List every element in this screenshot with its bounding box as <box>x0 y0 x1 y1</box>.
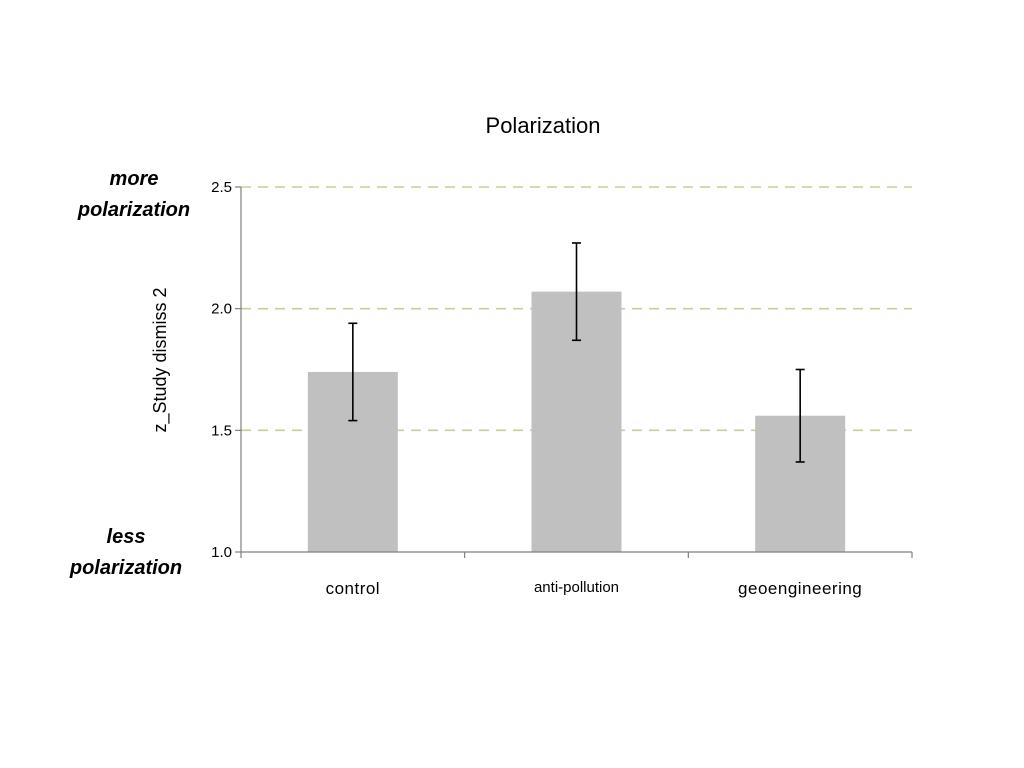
error-bar-control <box>348 322 358 422</box>
chart-title: Polarization <box>486 113 601 138</box>
annotation-more: more <box>110 168 159 190</box>
labels-layer: 1.0 1.5 2.0 2.5 control anti-pollution geoengi… <box>211 179 862 598</box>
y-tick-label-2.0: 2.0 <box>211 301 232 318</box>
y-tick-label-1.0: 1.0 <box>211 544 232 561</box>
y-tick-label-2.5: 2.5 <box>211 179 232 196</box>
annotation-less: less <box>107 526 146 548</box>
y-axis-label: z_Study dismiss 2 <box>150 287 171 432</box>
axes-layer <box>235 186 913 558</box>
x-tick-label-control: control <box>326 579 381 598</box>
error-bar-anti-pollution <box>572 242 581 342</box>
error-bars-layer <box>348 242 805 463</box>
x-tick-label-geoengineering: geoengineering <box>738 579 862 598</box>
y-tick-label-1.5: 1.5 <box>211 422 232 439</box>
x-tick-label-anti-pollution: anti-pollution <box>534 579 619 596</box>
annotation-more-polarization: polarization <box>77 199 190 221</box>
error-bar-geoengineering <box>795 368 805 463</box>
annotation-less-polarization: polarization <box>69 557 182 579</box>
